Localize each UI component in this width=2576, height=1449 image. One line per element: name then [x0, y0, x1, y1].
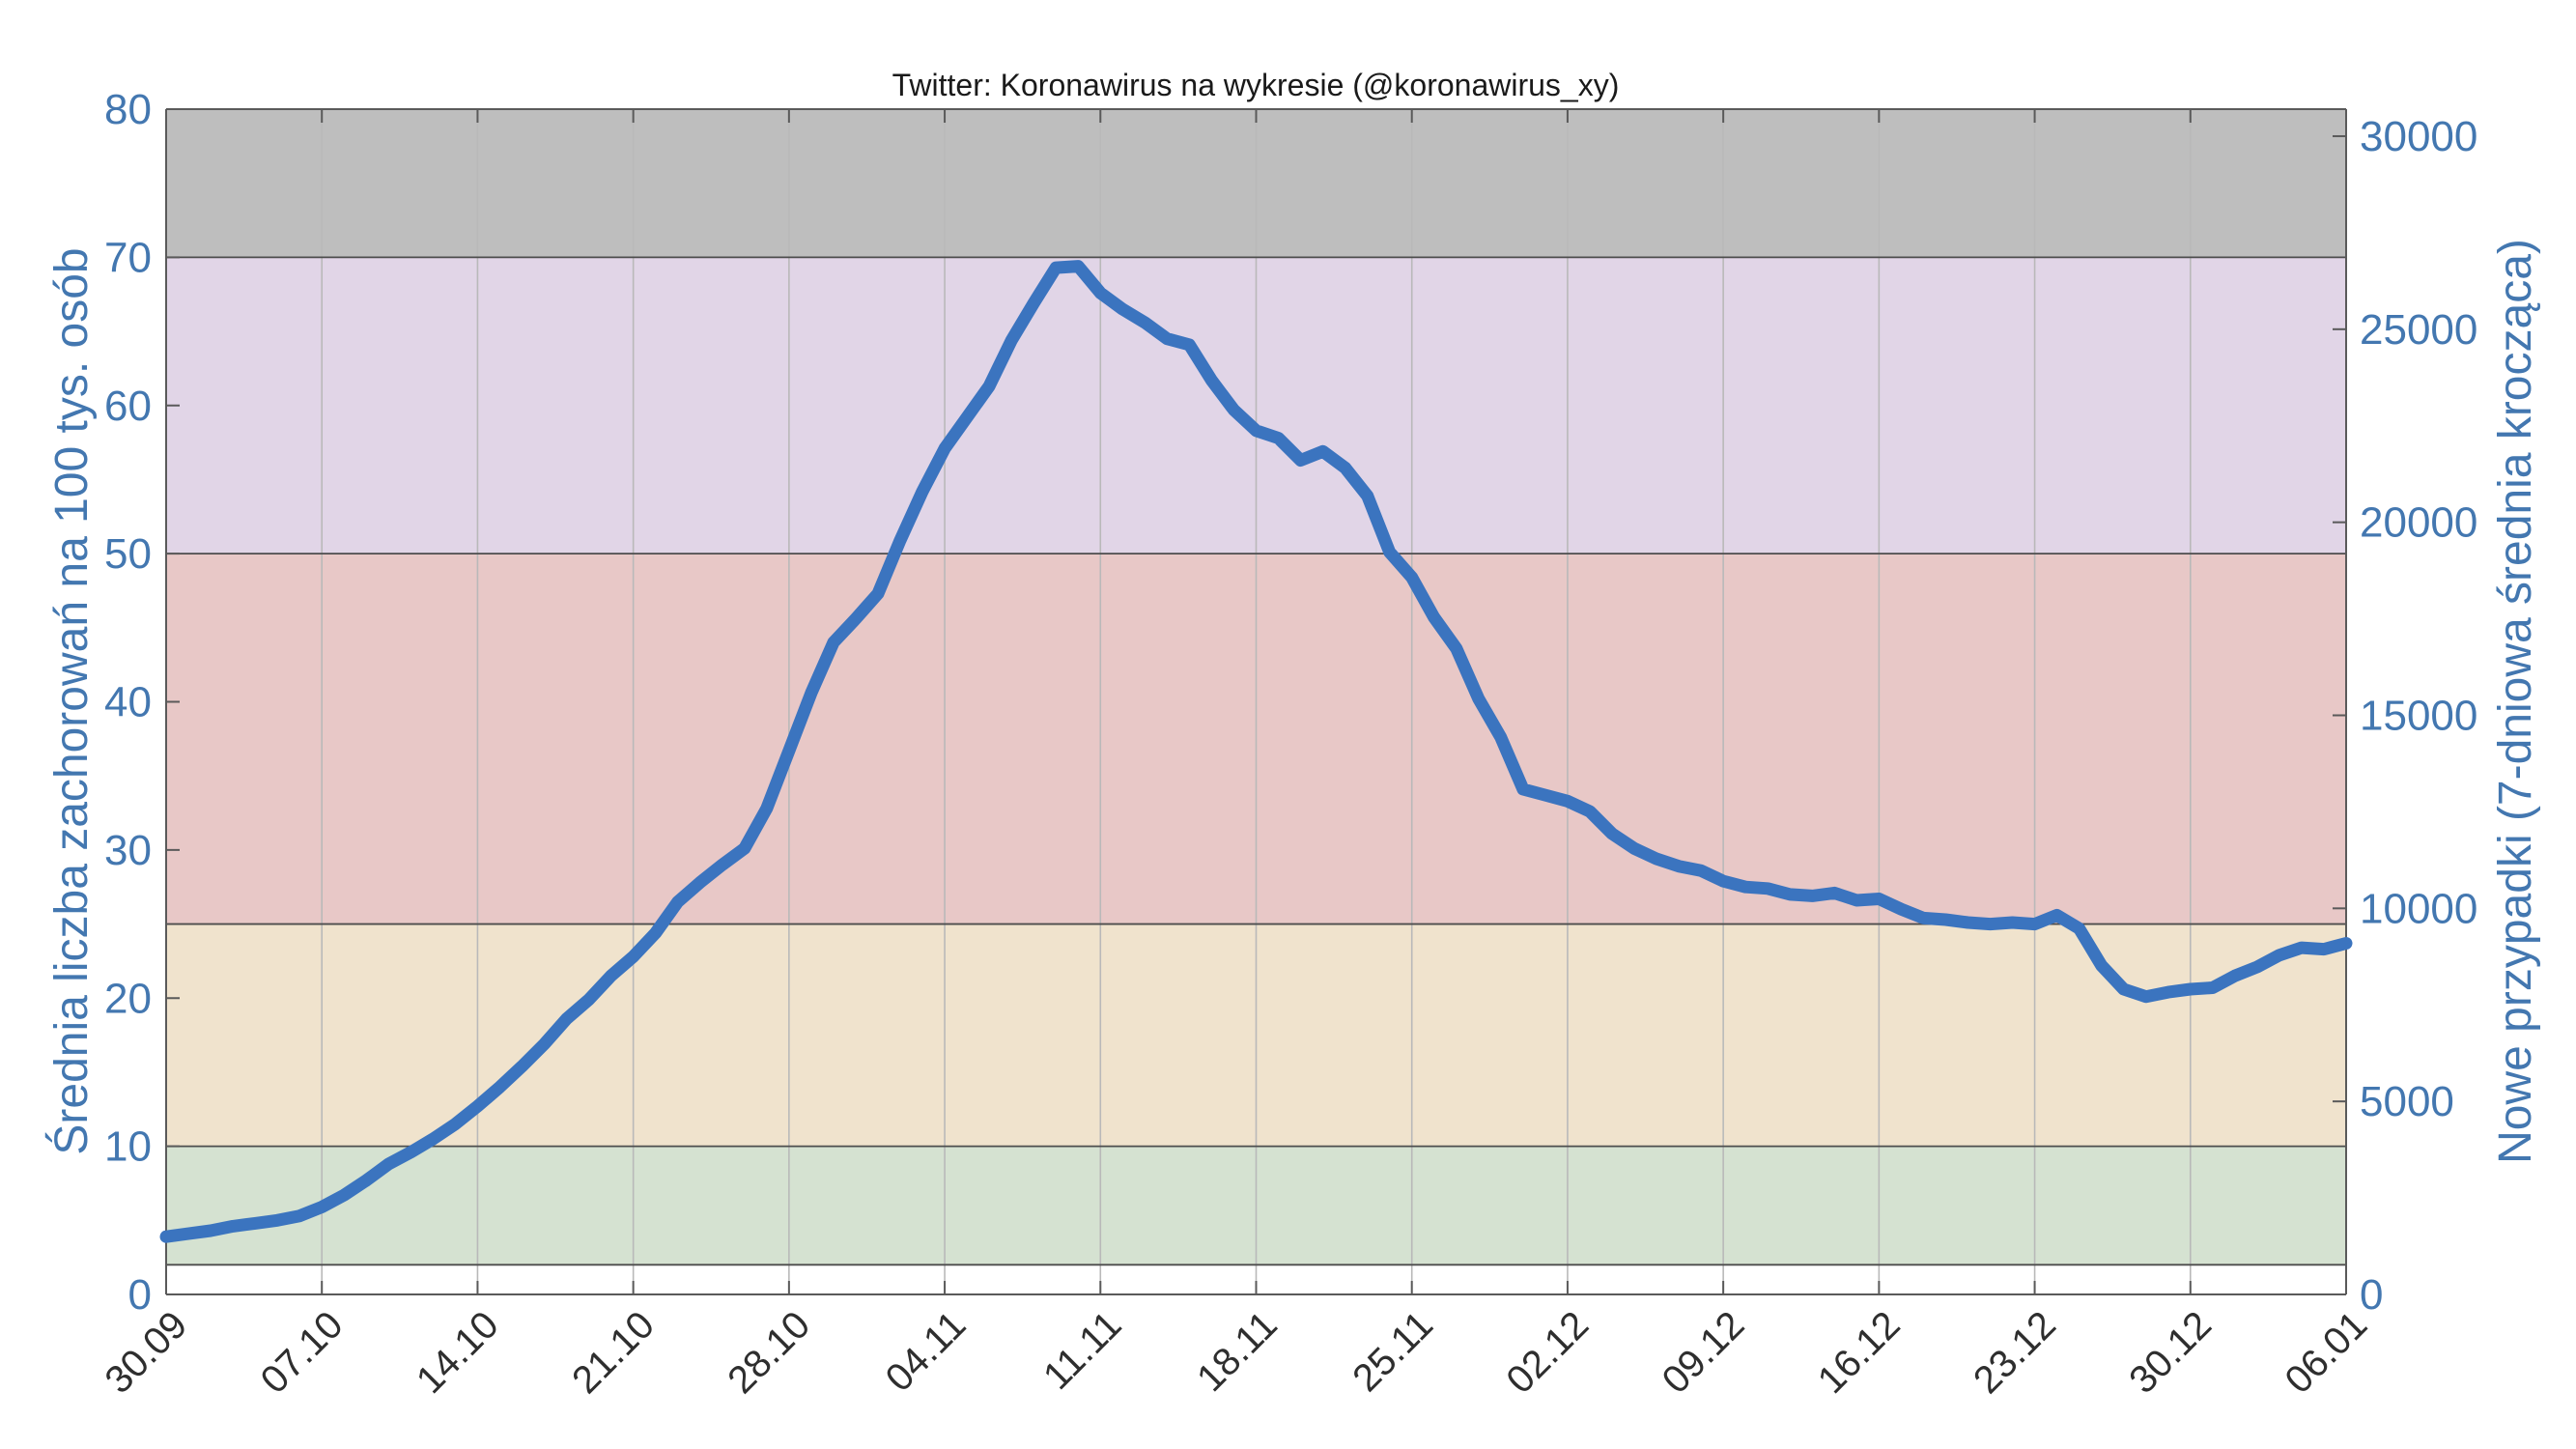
y-tick-label-right: 5000	[2360, 1078, 2454, 1125]
y-tick-label-right: 25000	[2360, 306, 2477, 354]
y-tick-label-left: 10	[104, 1123, 152, 1171]
y-axis-label-right: Nowe przypadki (7-dniowa średnia krocząc…	[2490, 239, 2541, 1164]
tick-marks	[165, 108, 2347, 1295]
series-layer	[159, 260, 2353, 1243]
y-tick-label-right: 30000	[2360, 113, 2477, 160]
y-tick-label-right: 15000	[2360, 692, 2477, 739]
y-tick-labels-left: 0 10 20 30 40 50 60 70 80	[104, 86, 152, 1319]
zone-boundaries	[166, 256, 2346, 1266]
chart-title: Twitter: Koronawirus na wykresie (@koron…	[892, 68, 1620, 102]
series-line	[159, 260, 2353, 1243]
y-tick-label-left: 70	[104, 234, 152, 281]
y-tick-label-right: 20000	[2360, 499, 2477, 547]
y-tick-label-right: 0	[2360, 1271, 2383, 1319]
y-axis-label-left: Średnia liczba zachorowań na 100 tys. os…	[44, 247, 98, 1154]
y-tick-label-right: 10000	[2360, 885, 2477, 932]
y-tick-label-left: 60	[104, 383, 152, 430]
y-tick-labels-right: 0 5000 10000 15000 20000 25000 30000	[2360, 113, 2477, 1319]
y-tick-label-left: 40	[104, 679, 152, 726]
y-tick-label-left: 20	[104, 975, 152, 1022]
y-tick-label-left: 80	[104, 86, 152, 133]
y-tick-label-left: 30	[104, 827, 152, 874]
y-tick-label-left: 50	[104, 530, 152, 578]
y-tick-label-left: 0	[128, 1271, 152, 1319]
